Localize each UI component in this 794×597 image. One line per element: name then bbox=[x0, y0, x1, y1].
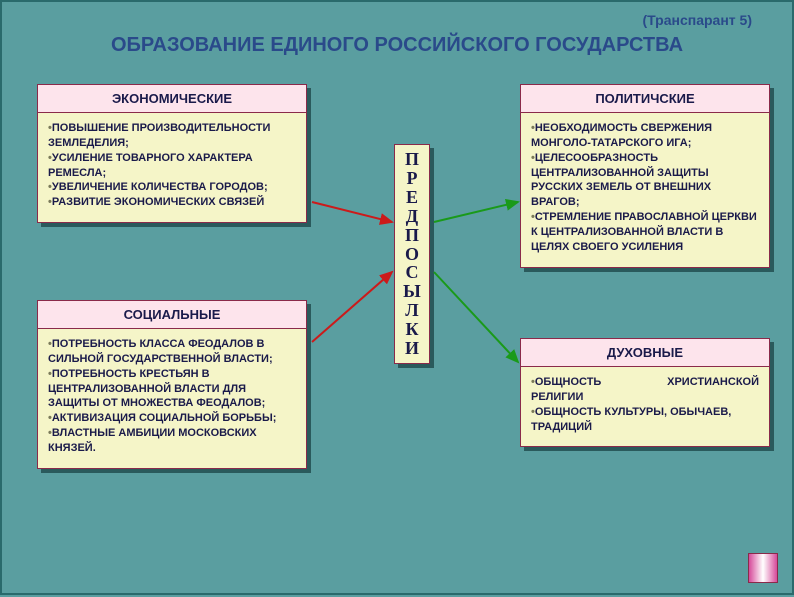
main-title: ОБРАЗОВАНИЕ ЕДИНОГО РОССИЙСКОГО ГОСУДАРС… bbox=[2, 34, 792, 57]
list-item: •ОБЩНОСТЬХРИСТИАНСКОЙ bbox=[531, 375, 759, 390]
list-item: •ПОТРЕБНОСТЬ КРЕСТЬЯН В ЦЕНТРАЛИЗОВАННОЙ… bbox=[48, 367, 296, 412]
list-item: •УСИЛЕНИЕ ТОВАРНОГО ХАРАКТЕРА РЕМЕСЛА; bbox=[48, 151, 296, 181]
list-item: •УВЕЛИЧЕНИЕ КОЛИЧЕСТВА ГОРОДОВ; bbox=[48, 180, 296, 195]
transparency-label: (Транспарант 5) bbox=[643, 12, 753, 28]
panel-spiritual-body: •ОБЩНОСТЬХРИСТИАНСКОЙРЕЛИГИИ•ОБЩНОСТЬ КУ… bbox=[521, 367, 769, 446]
panel-social-header: СОЦИАЛЬНЫЕ bbox=[38, 301, 306, 329]
list-item: •РАЗВИТИЕ ЭКОНОМИЧЕСКИХ СВЯЗЕЙ bbox=[48, 195, 296, 210]
list-item: •ЦЕЛЕСООБРАЗНОСТЬ ЦЕНТРАЛИЗОВАННОЙ ЗАЩИТ… bbox=[531, 151, 759, 210]
panel-political-body: •НЕОБХОДИМОСТЬ СВЕРЖЕНИЯ МОНГОЛО-ТАТАРСК… bbox=[521, 113, 769, 267]
list-item: •ПОВЫШЕНИЕ ПРОИЗВОДИТЕЛЬНОСТИ ЗЕМЛЕДЕЛИЯ… bbox=[48, 121, 296, 151]
panel-social-body: •ПОТРЕБНОСТЬ КЛАССА ФЕОДАЛОВ В СИЛЬНОЙ Г… bbox=[38, 329, 306, 468]
list-item: •СТРЕМЛЕНИЕ ПРАВОСЛАВНОЙ ЦЕРКВИ К ЦЕНТРА… bbox=[531, 210, 759, 255]
panel-political: ПОЛИТИЧСКИЕ •НЕОБХОДИМОСТЬ СВЕРЖЕНИЯ МОН… bbox=[520, 84, 770, 268]
center-preconditions-box: ПРЕДПОСЫЛКИ bbox=[394, 144, 430, 364]
panel-economic-body: •ПОВЫШЕНИЕ ПРОИЗВОДИТЕЛЬНОСТИ ЗЕМЛЕДЕЛИЯ… bbox=[38, 113, 306, 222]
panel-social: СОЦИАЛЬНЫЕ •ПОТРЕБНОСТЬ КЛАССА ФЕОДАЛОВ … bbox=[37, 300, 307, 469]
panel-economic: ЭКОНОМИЧЕСКИЕ •ПОВЫШЕНИЕ ПРОИЗВОДИТЕЛЬНО… bbox=[37, 84, 307, 223]
panel-political-header: ПОЛИТИЧСКИЕ bbox=[521, 85, 769, 113]
list-item: •ВЛАСТНЫЕ АМБИЦИИ МОСКОВСКИХ КНЯЗЕЙ. bbox=[48, 426, 296, 456]
panel-spiritual: ДУХОВНЫЕ •ОБЩНОСТЬХРИСТИАНСКОЙРЕЛИГИИ•ОБ… bbox=[520, 338, 770, 447]
list-item: •ПОТРЕБНОСТЬ КЛАССА ФЕОДАЛОВ В СИЛЬНОЙ Г… bbox=[48, 337, 296, 367]
list-item: РЕЛИГИИ bbox=[531, 390, 759, 405]
center-label: ПРЕДПОСЫЛКИ bbox=[403, 150, 421, 358]
panel-economic-header: ЭКОНОМИЧЕСКИЕ bbox=[38, 85, 306, 113]
list-item: •АКТИВИЗАЦИЯ СОЦИАЛЬНОЙ БОРЬБЫ; bbox=[48, 411, 296, 426]
nav-button[interactable] bbox=[748, 553, 778, 583]
list-item: •НЕОБХОДИМОСТЬ СВЕРЖЕНИЯ МОНГОЛО-ТАТАРСК… bbox=[531, 121, 759, 151]
panel-spiritual-header: ДУХОВНЫЕ bbox=[521, 339, 769, 367]
list-item: •ОБЩНОСТЬ КУЛЬТУРЫ, ОБЫЧАЕВ, ТРАДИЦИЙ bbox=[531, 405, 759, 435]
